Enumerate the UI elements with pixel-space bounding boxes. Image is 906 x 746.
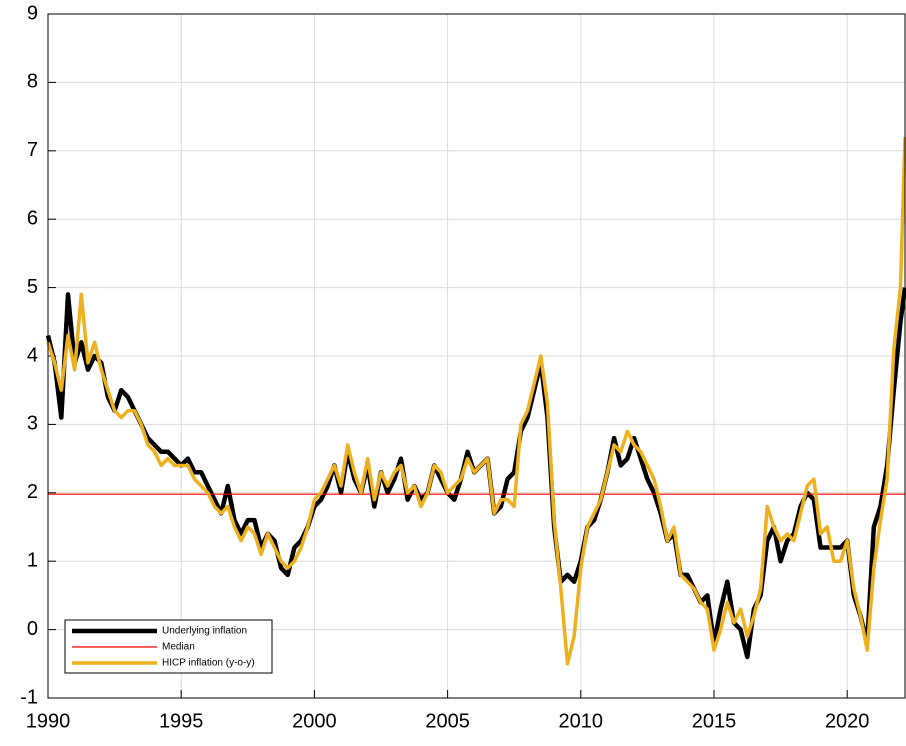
x-tick-label: 2005 — [425, 710, 470, 732]
x-tick-label: 2015 — [692, 710, 737, 732]
y-tick-label: 7 — [27, 139, 38, 161]
y-tick-label: 8 — [27, 71, 38, 93]
x-tick-label: 1995 — [159, 710, 204, 732]
y-tick-label: 3 — [27, 413, 38, 435]
legend-label: Median — [162, 642, 195, 653]
legend-label: Underlying inflation — [162, 626, 247, 637]
x-tick-label: 1990 — [26, 710, 71, 732]
y-tick-label: 4 — [27, 344, 38, 366]
y-tick-label: 1 — [27, 549, 38, 571]
legend-label: HICP inflation (y-o-y) — [162, 658, 255, 669]
x-tick-label: 2000 — [292, 710, 337, 732]
y-tick-label: 2 — [27, 481, 38, 503]
y-tick-label: 0 — [27, 618, 38, 640]
y-tick-label: 9 — [27, 2, 38, 24]
x-tick-label: 2010 — [559, 710, 604, 732]
y-tick-label: 5 — [27, 276, 38, 298]
y-tick-label: -1 — [20, 686, 38, 708]
plot-frame — [47, 13, 906, 699]
legend: Underlying inflation Median HICP inflation… — [64, 619, 273, 674]
y-tick-label: 6 — [27, 207, 38, 229]
series-line — [46, 137, 906, 666]
x-tick-label: 2020 — [825, 710, 870, 732]
